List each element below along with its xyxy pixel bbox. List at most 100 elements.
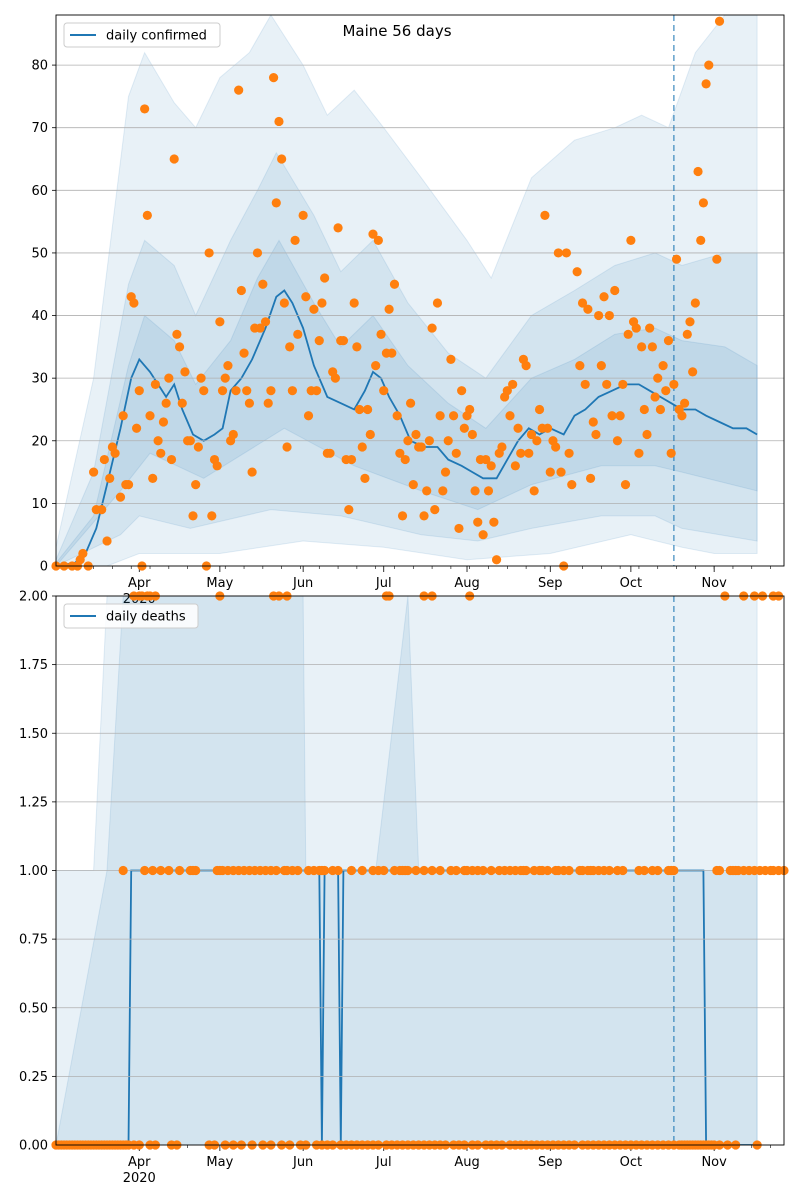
observation-dot	[371, 361, 381, 371]
observation-dot	[491, 555, 502, 565]
observation-dot	[669, 865, 679, 876]
observation-dot	[134, 386, 144, 396]
observation-dot	[543, 865, 553, 876]
y-tick-label: 0.50	[19, 1001, 48, 1016]
observation-dot	[185, 436, 195, 446]
observation-dot	[419, 865, 429, 876]
x-tick-label: Jun	[292, 1155, 313, 1170]
observation-dot	[457, 386, 467, 396]
observation-dot	[145, 411, 155, 421]
x-tick-label: May	[206, 1155, 233, 1170]
observation-dot	[526, 429, 537, 440]
observation-dot	[349, 298, 359, 308]
observation-dot	[405, 398, 416, 408]
observation-dot	[320, 273, 330, 283]
chart-title: Maine 56 days	[342, 22, 451, 40]
observation-dot	[422, 486, 432, 496]
observation-dot	[89, 467, 99, 477]
observation-dot	[604, 865, 614, 876]
observation-dot	[373, 235, 383, 246]
observation-dot	[365, 429, 375, 440]
observation-dot	[309, 304, 319, 314]
deaths-panel: 0.00 0.25 0.50 0.75 1.00 1.25 1.50 1.75 2.00 Apr2…	[19, 590, 789, 1186]
observation-dot	[212, 461, 222, 471]
x-tick-label: Oct	[620, 576, 642, 591]
observation-dot	[115, 492, 126, 502]
observation-dot	[599, 292, 609, 302]
observation-dot	[435, 411, 445, 421]
observation-dot	[502, 386, 512, 396]
observation-dot	[671, 254, 682, 264]
observation-dot	[260, 317, 271, 327]
y-tick-label: 0.00	[19, 1139, 48, 1154]
observation-dot	[223, 361, 233, 371]
observation-dot	[311, 386, 322, 396]
observation-dot	[478, 530, 488, 540]
observation-dot	[577, 298, 588, 308]
observation-dot	[411, 429, 421, 440]
observation-dot	[217, 386, 228, 396]
x-tick-label: Jul	[375, 1155, 392, 1170]
observation-dot	[594, 310, 604, 321]
observation-dot	[352, 342, 362, 352]
observation-dot	[268, 73, 279, 83]
x-tick-label: May	[206, 576, 233, 591]
observation-dot	[690, 298, 700, 308]
observation-dot	[403, 436, 413, 446]
observation-dot	[389, 279, 400, 289]
observation-dot	[196, 373, 206, 383]
y-tick-label: 40	[31, 309, 48, 324]
observation-dot	[392, 411, 402, 421]
observation-dot	[712, 254, 722, 264]
observation-dot	[180, 367, 190, 377]
y-tick-label: 60	[31, 184, 48, 199]
observation-dot	[357, 442, 367, 452]
observation-dot	[102, 536, 112, 546]
legend-label: daily deaths	[106, 610, 186, 625]
observation-dot	[623, 329, 633, 339]
observation-dot	[610, 285, 620, 296]
observation-dot	[97, 505, 107, 515]
observation-dot	[467, 429, 477, 440]
observation-dot	[470, 486, 480, 496]
observation-dot	[293, 329, 303, 339]
y-tick-label: 50	[31, 246, 48, 261]
observation-dot	[199, 386, 209, 396]
observation-dot	[247, 467, 257, 477]
observation-dot	[508, 379, 518, 390]
y-tick-label: 1.00	[19, 864, 48, 879]
observation-dot	[118, 411, 128, 421]
observation-dot	[234, 85, 244, 95]
observation-dot	[148, 473, 158, 483]
observation-dot	[435, 865, 445, 876]
observation-dot	[446, 354, 456, 364]
observation-dot	[631, 323, 641, 333]
legend-box	[63, 22, 221, 48]
x-tick-label: Nov	[701, 1155, 727, 1170]
observation-dot	[204, 248, 214, 258]
observation-dot	[575, 361, 585, 371]
observation-dot	[298, 210, 308, 220]
observation-dot	[596, 361, 606, 371]
observation-dot	[696, 235, 706, 246]
observation-dot	[290, 235, 300, 246]
observation-dot	[156, 448, 166, 458]
observation-dot	[663, 335, 674, 346]
observation-dot	[150, 379, 160, 390]
x-tick-label: Aug	[454, 1155, 479, 1170]
observation-dot	[647, 342, 657, 352]
observation-dot	[395, 448, 405, 458]
observation-dot	[325, 448, 335, 458]
observation-dot	[483, 486, 494, 496]
observation-dot	[642, 429, 652, 440]
observation-dot	[486, 865, 496, 876]
observation-dot	[553, 248, 563, 258]
observation-dot	[376, 329, 386, 339]
observation-dot	[142, 210, 152, 220]
observation-dot	[701, 79, 711, 89]
observation-dot	[263, 398, 273, 408]
observation-dot	[529, 486, 539, 496]
observation-dot	[277, 154, 287, 164]
observation-dot	[279, 298, 289, 308]
observation-dot	[191, 865, 201, 876]
